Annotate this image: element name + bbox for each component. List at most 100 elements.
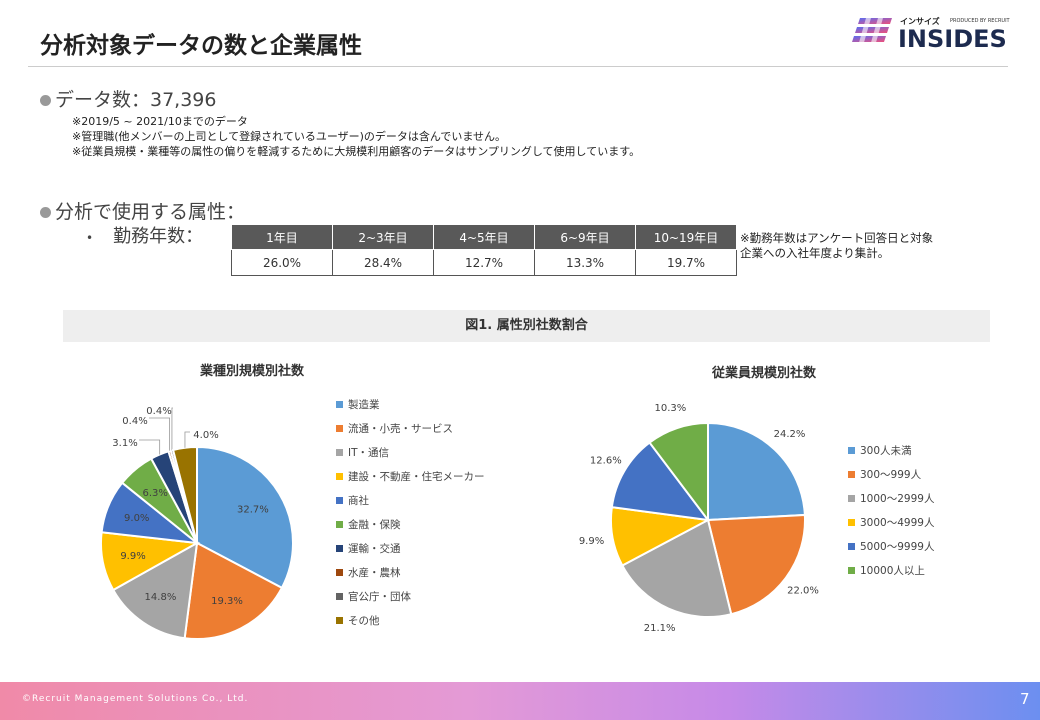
legend-swatch-icon (336, 544, 343, 552)
legend-label: 官公庁・団体 (348, 590, 411, 603)
data-label: 9.9% (120, 551, 145, 562)
column-header: 6~9年目 (534, 224, 636, 250)
legend-item: 300人未満 (848, 438, 934, 462)
table-cell: 19.7% (635, 249, 737, 276)
legend-swatch-icon (336, 448, 343, 456)
legend-swatch-icon (336, 568, 343, 576)
attributes-heading: 分析で使用する属性： (40, 197, 245, 224)
legend-swatch-icon (848, 446, 855, 454)
chart-title-industry: 業種別規模別社数 (200, 364, 305, 379)
legend-label: 商社 (348, 494, 369, 507)
legend-item: 製造業 (336, 392, 485, 416)
note-line: ※2019/5 ~ 2021/10までのデータ (72, 115, 248, 128)
logo-mark-icon (852, 18, 892, 46)
pie-slice (196, 445, 294, 590)
page-title: 分析対象データの数と企業属性 (40, 33, 362, 59)
legend-label: 5000〜9999人 (860, 540, 935, 553)
data-label: 22.0% (787, 586, 819, 597)
data-count: データ数：37,396 (40, 85, 216, 112)
legend-item: 流通・小売・サービス (336, 416, 485, 440)
legend-label: 3000〜4999人 (860, 516, 935, 529)
note-line: ※管理職(他メンバーの上司として登録されているユーザー)のデータは含んでいません… (72, 130, 507, 143)
leader-line (139, 439, 161, 455)
legend-item: IT・通信 (336, 440, 485, 464)
tenure-label-text: 勤務年数： (113, 226, 204, 247)
legend-item: 運輸・交通 (336, 536, 485, 560)
table-header-row: 1年目 2~3年目 4~5年目 6~9年目 10~19年目 (231, 224, 737, 250)
data-label: 9.0% (124, 513, 149, 524)
legend-swatch-icon (848, 494, 855, 502)
legend-item: 5000〜9999人 (848, 534, 934, 558)
legend-label: IT・通信 (348, 446, 390, 459)
copyright: ©Recruit Management Solutions Co., Ltd. (22, 694, 249, 704)
column-header: 2~3年目 (332, 224, 434, 250)
data-label: 3.1% (112, 438, 137, 449)
industry-legend: 製造業流通・小売・サービス IT・通信建設・不動産・住宅メーカー商社金融・保険運輸… (336, 392, 485, 632)
legend-item: 建設・不動産・住宅メーカー (336, 464, 485, 488)
data-label: 4.0% (193, 430, 218, 441)
logo-produced-by: PRODUCED BY RECRUIT (950, 18, 1010, 24)
data-count-text: データ数：37,396 (55, 89, 217, 111)
industry-pie-chart: 32.7% 19.3% 14.8% 9.9% 9.0% 6.3% 3.1% 0.4%0.4% 4… (100, 406, 294, 640)
data-label: 0.4% (122, 416, 147, 427)
legend-swatch-icon (336, 472, 343, 480)
bullet-dot-icon (40, 95, 51, 106)
table-cell: 26.0% (231, 249, 333, 276)
legend-swatch-icon (336, 496, 343, 504)
insides-logo: インサイズ PRODUCED BY RECRUIT INSIDES (852, 16, 1012, 53)
legend-swatch-icon (848, 542, 855, 550)
legend-label: 製造業 (348, 398, 380, 411)
legend-label: 300人未満 (860, 444, 912, 457)
tenure-table: 1年目 2~3年目 4~5年目 6~9年目 10~19年目 26.0% 28.4% 12.7… (231, 224, 737, 276)
pie-slice (183, 541, 284, 640)
column-header: 4~5年目 (433, 224, 535, 250)
figure-title: 図1. 属性別社数割合 (63, 310, 990, 342)
notes: ※2019/5 ~ 2021/10までのデータ ※管理職(他メンバーの上司として… (72, 114, 640, 159)
legend-label: 10000人以上 (860, 564, 925, 577)
legend-item: 10000人以上 (848, 558, 934, 582)
footer-bar (0, 682, 1040, 720)
legend-item: 商社 (336, 488, 485, 512)
legend-item: 300〜999人 (848, 462, 934, 486)
leader-line (184, 431, 190, 448)
pie-slice (620, 518, 733, 618)
note-line: ※勤務年数はアンケート回答日と対象 (740, 231, 934, 245)
attributes-heading-text: 分析で使用する属性： (55, 201, 246, 223)
table-cell: 12.7% (433, 249, 535, 276)
data-label: 10.3% (655, 403, 687, 414)
data-label: 9.9% (579, 536, 604, 547)
legend-item: 3000〜4999人 (848, 510, 934, 534)
chart-title-employees: 従業員規模別社数 (712, 366, 817, 381)
legend-item: 1000〜2999人 (848, 486, 934, 510)
tenure-note: ※勤務年数はアンケート回答日と対象 企業への入社年度より集計。 (740, 231, 933, 261)
bullet-dot-icon (40, 207, 51, 218)
legend-label: 1000〜2999人 (860, 492, 935, 505)
legend-label: 運輸・交通 (348, 542, 401, 555)
data-label: 21.1% (644, 623, 676, 634)
header-divider (28, 66, 1008, 67)
data-label: 24.2% (774, 429, 806, 440)
legend-item: 金融・保険 (336, 512, 485, 536)
table-cell: 28.4% (332, 249, 434, 276)
logo-text: INSIDES (898, 25, 1007, 53)
pie-slice (706, 513, 806, 616)
tenure-label: • 勤務年数： (86, 222, 203, 248)
column-header: 1年目 (231, 224, 333, 250)
employee-legend: 300人未満 300〜999人 1000〜2999人 3000〜4999人 5000〜9… (848, 438, 934, 582)
data-label: 32.7% (237, 504, 269, 515)
legend-label: その他 (348, 614, 380, 627)
legend-swatch-icon (848, 518, 855, 526)
legend-swatch-icon (336, 616, 343, 624)
legend-label: 水産・農林 (348, 566, 401, 579)
legend-swatch-icon (848, 566, 855, 574)
employee-pie-chart: 24.2% 22.0% 21.1% 9.9% 12.6% 10.3% (579, 403, 819, 634)
legend-swatch-icon (848, 470, 855, 478)
legend-item: 水産・農林 (336, 560, 485, 584)
leader-line (171, 407, 173, 451)
pie-slice (707, 421, 806, 522)
pie-slice (610, 441, 711, 522)
page-number: 7 (1020, 690, 1030, 708)
note-line: ※従業員規模・業種等の属性の偏りを軽減するために大規模利用顧客のデータはサンプリ… (72, 145, 641, 158)
data-label: 12.6% (590, 455, 622, 466)
legend-item: その他 (336, 608, 485, 632)
